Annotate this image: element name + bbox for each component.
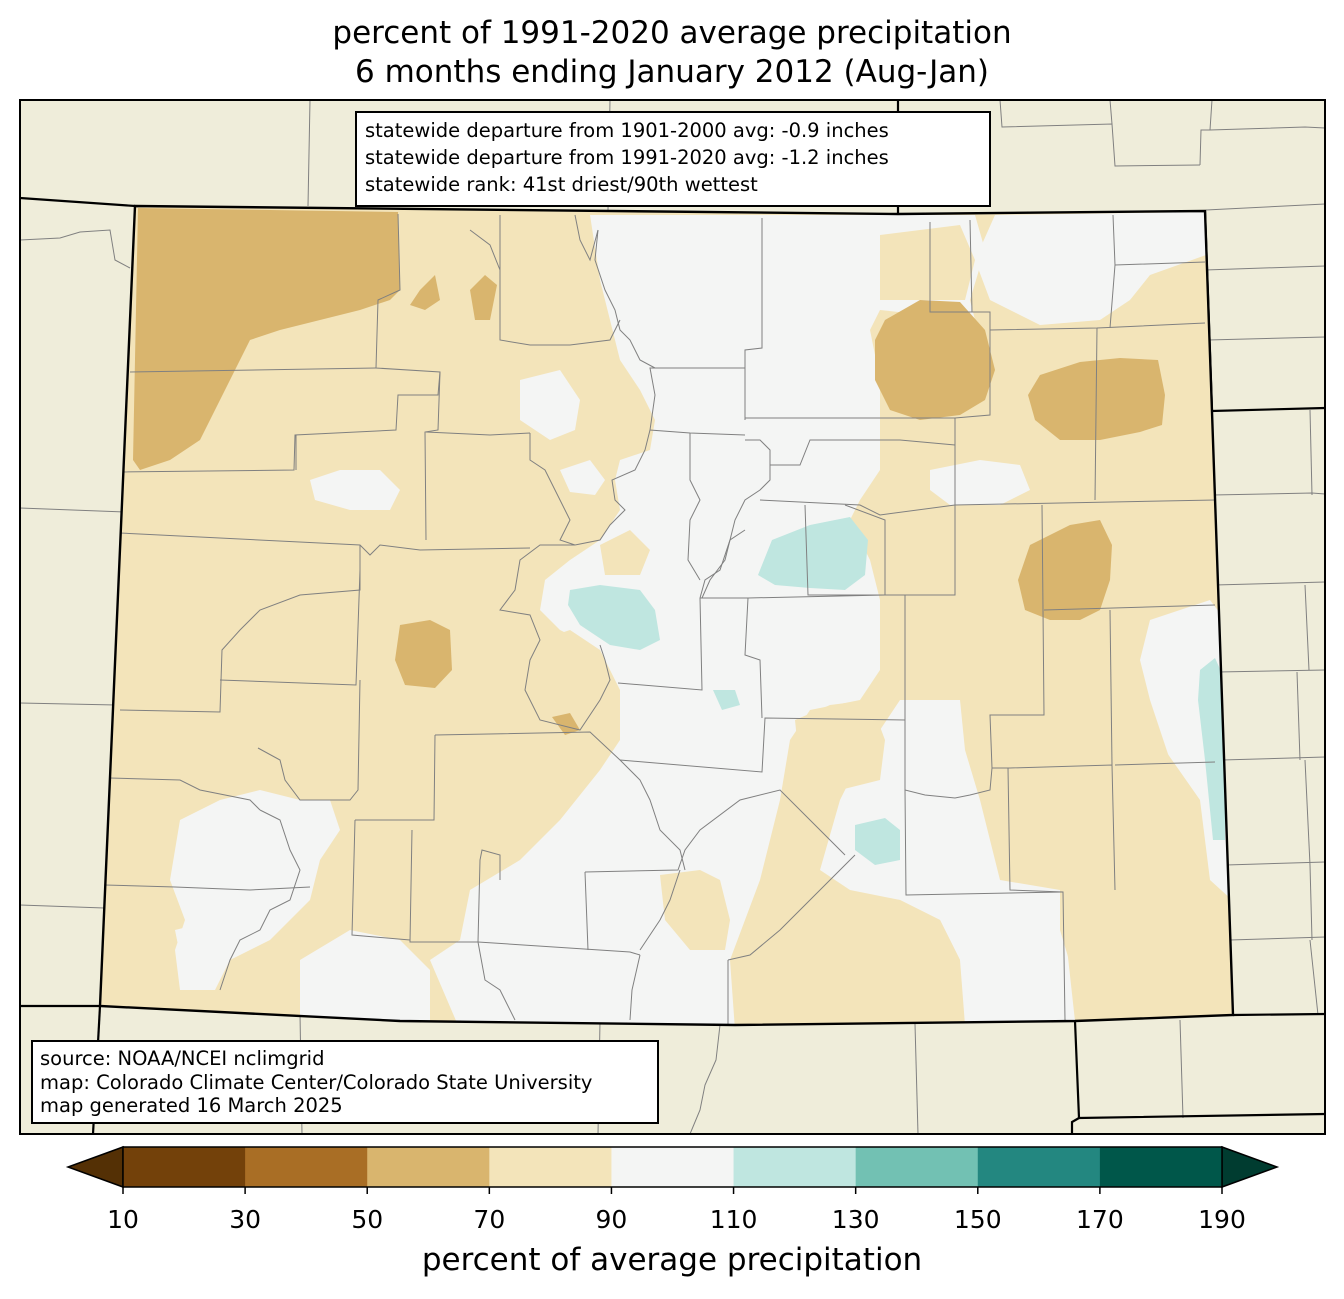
map-title: percent of 1991-2020 average precipitati…: [332, 15, 1012, 51]
source-text: source: NOAA/NCEI nclimgrid: [40, 1047, 325, 1070]
map-credit-text: map: Colorado Climate Center/Colorado St…: [40, 1070, 593, 1094]
colorbar-bin-110-130: [733, 1147, 857, 1187]
colorbar-bin-30-50: [245, 1147, 368, 1187]
generated-date-text: map generated 16 March 2025: [40, 1094, 343, 1117]
colorbar-tick-label: 130: [831, 1205, 880, 1234]
colorbar-tick-label: 170: [1076, 1205, 1124, 1234]
neighbor-county-lines: [20, 100, 1325, 1134]
colorbar-bin-150-170: [977, 1147, 1101, 1187]
colorbar-over-arrow: [1221, 1145, 1280, 1189]
colorado-precip-field: [100, 206, 1233, 1025]
colorbar-label: percent of average precipitation: [421, 1242, 923, 1278]
colorbar-tick-label: 10: [107, 1205, 139, 1234]
stats-departure-1991-2020: statewide departure from 1991-2020 avg: …: [365, 146, 889, 169]
colorbar-tick-label: 150: [953, 1205, 1002, 1234]
source-box: source: NOAA/NCEI nclimgrid map: Colorad…: [31, 1040, 659, 1124]
map-subtitle: 6 months ending January 2012 (Aug-Jan): [355, 54, 989, 90]
colorbar: [65, 1145, 1280, 1194]
colorado-county-lines: [104, 213, 1216, 1025]
colorbar-under-arrow: [65, 1145, 124, 1189]
statewide-stats-box: statewide departure from 1901-2000 avg: …: [355, 111, 991, 207]
colorbar-border: [122, 1146, 1223, 1188]
map-frame: [19, 99, 1326, 1135]
colorbar-tick-label: 110: [709, 1205, 758, 1234]
colorbar-bin-70-90: [489, 1147, 612, 1187]
colorbar-tick-label: 90: [595, 1205, 628, 1234]
colorbar-tick-label: 70: [473, 1205, 506, 1234]
colorbar-tick-label: 30: [229, 1205, 262, 1234]
colorbar-bin-130-150: [855, 1147, 979, 1187]
colorbar-tick-label: 190: [1198, 1205, 1246, 1234]
colorbar-tick-label: 50: [351, 1205, 384, 1234]
stats-departure-1901-2000: statewide departure from 1901-2000 avg: …: [365, 119, 889, 142]
colorbar-bin-10-30: [123, 1147, 246, 1187]
colorbar-bin-170-190: [1099, 1147, 1223, 1187]
colorbar-bin-50-70: [367, 1147, 490, 1187]
colorado-border: [98, 204, 1235, 1027]
stats-rank: statewide rank: 41st driest/90th wettest: [365, 173, 758, 196]
colorbar-bin-90-110: [611, 1147, 735, 1187]
